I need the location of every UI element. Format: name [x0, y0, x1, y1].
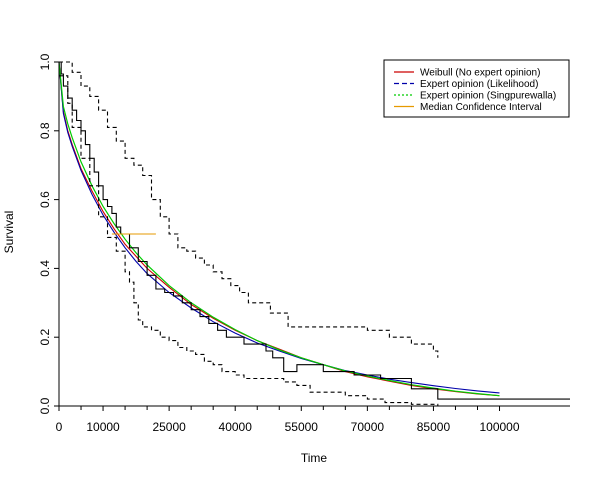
x-tick-label: 85000 — [417, 420, 451, 434]
x-axis-title: Time — [301, 451, 328, 465]
y-tick-label: 0.0 — [38, 397, 52, 414]
y-tick-label: 0.2 — [38, 329, 52, 346]
legend-box — [383, 59, 570, 118]
y-tick-label: 0.6 — [38, 191, 52, 208]
x-tick-label: 25000 — [152, 420, 186, 434]
series-kaplan-meier-estimate — [59, 61, 570, 400]
legend-label: Weibull (No expert opinion) — [420, 68, 540, 79]
y-tick-label: 0.4 — [38, 260, 52, 277]
series-km-lower-confidence-limit — [59, 75, 439, 406]
curves-layer — [58, 61, 570, 406]
series-expert-opinion-likelihood — [58, 61, 500, 394]
x-tick-label: 70000 — [351, 420, 385, 434]
y-tick-label: 1.0 — [38, 53, 52, 70]
x-tick-label: 0 — [56, 420, 63, 434]
legend: Weibull (No expert opinion)Expert opinio… — [383, 59, 570, 118]
x-tick-label: 55000 — [285, 420, 319, 434]
y-tick-label: 0.8 — [38, 122, 52, 139]
legend-label: Expert opinion (Singpurewalla) — [420, 91, 556, 102]
x-tick-label: 10000 — [86, 420, 120, 434]
series-weibull-no-expert-opinion — [58, 61, 500, 397]
series-expert-opinion-singpurewalla — [58, 61, 500, 397]
x-tick-label: 40000 — [219, 420, 253, 434]
legend-label: Median Confidence Interval — [420, 102, 542, 113]
x-tick-label: 100000 — [479, 420, 519, 434]
legend-label: Expert opinion (Likelihood) — [420, 79, 538, 90]
series-km-upper-confidence-limit — [59, 61, 439, 358]
y-axis-title: Survival — [2, 211, 16, 254]
axes-layer: 0.0 0.2 0.4 0.6 0.8 1.0 0 10000 25000 40000 55000 7… — [38, 53, 570, 434]
